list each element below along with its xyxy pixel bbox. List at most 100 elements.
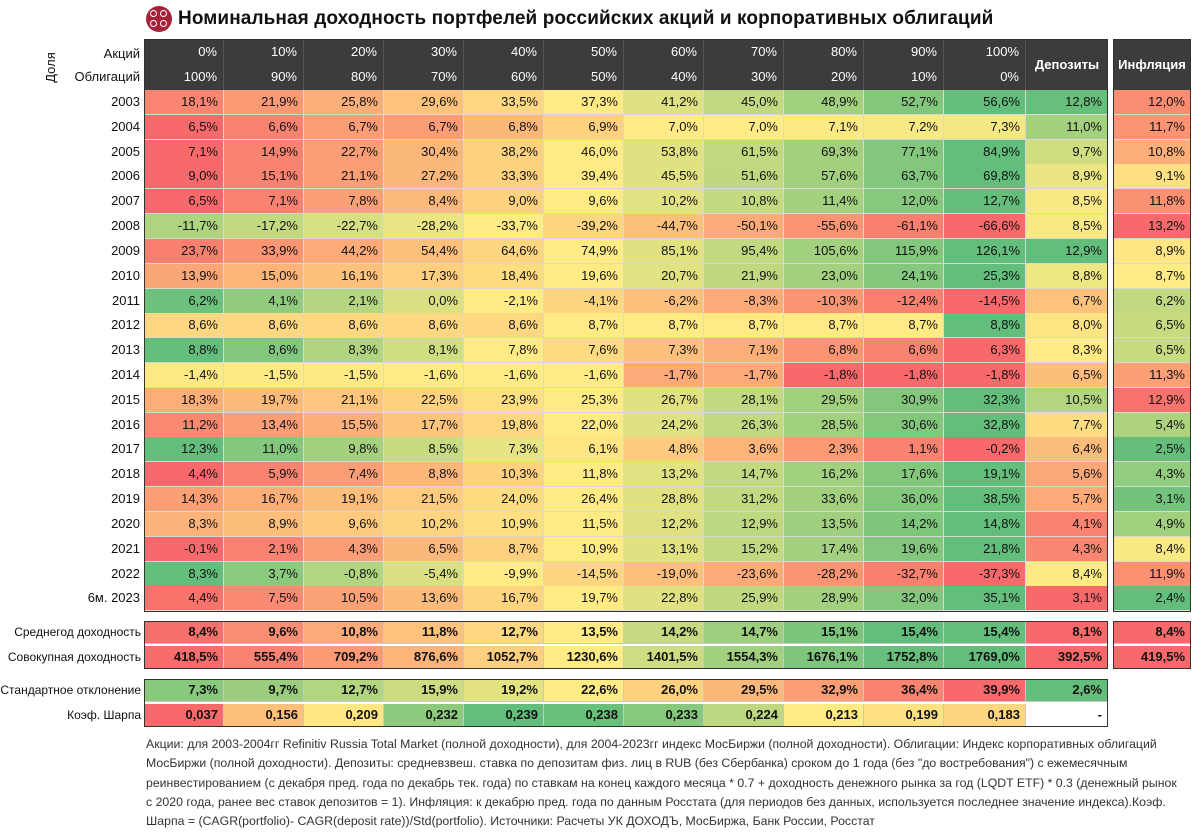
return-cell: 21,5% <box>384 487 464 513</box>
summary-cell: 0,232 <box>384 704 464 727</box>
return-cell: -12,4% <box>864 288 944 314</box>
return-cell: -2,1% <box>464 288 544 314</box>
summary-cell: 26,0% <box>624 679 704 702</box>
return-cell: 23,0% <box>784 263 864 289</box>
return-cell: -28,2% <box>384 214 464 240</box>
return-cell: 6,5% <box>144 114 224 140</box>
return-cell: 6,2% <box>144 288 224 314</box>
return-cell: 32,0% <box>864 586 944 612</box>
year-label: 2012 <box>111 317 140 333</box>
return-cell: 126,1% <box>944 238 1026 264</box>
return-cell: 63,7% <box>864 164 944 190</box>
return-cell: 2,3% <box>784 437 864 463</box>
return-cell: 2,1% <box>224 536 304 562</box>
summary-inflation-cell: 8,4% <box>1113 621 1191 644</box>
year-label: 2006 <box>111 168 140 184</box>
return-cell: -1,5% <box>224 363 304 389</box>
return-cell: 4,4% <box>144 462 224 488</box>
return-cell: 8,7% <box>464 536 544 562</box>
return-cell: 37,3% <box>544 90 624 115</box>
return-cell: 25,3% <box>944 263 1026 289</box>
return-cell: 13,2% <box>624 462 704 488</box>
return-cell: 10,3% <box>464 462 544 488</box>
return-cell: 8,6% <box>224 313 304 339</box>
deposit-cell: 6,4% <box>1026 437 1108 463</box>
summary-label: Коэф. Шарпа <box>67 708 141 722</box>
year-label: 2010 <box>111 267 140 283</box>
return-cell: 13,5% <box>784 511 864 537</box>
return-cell: 21,8% <box>944 536 1026 562</box>
return-cell: 20,7% <box>624 263 704 289</box>
year-label: 6м. 2023 <box>87 590 140 606</box>
summary-cell: 15,1% <box>784 621 864 644</box>
return-cell: 9,0% <box>144 164 224 190</box>
return-cell: -14,5% <box>944 288 1026 314</box>
deposit-cell: 7,7% <box>1026 412 1108 438</box>
summary-deposit-cell: 392,5% <box>1026 646 1108 669</box>
return-cell: 14,2% <box>864 511 944 537</box>
summary-cell: 0,233 <box>624 704 704 727</box>
return-cell: 12,7% <box>944 189 1026 215</box>
return-cell: 7,1% <box>704 338 784 364</box>
return-cell: -1,8% <box>944 363 1026 389</box>
deposit-cell: 8,9% <box>1026 164 1108 190</box>
stocks-share-label: Акций <box>103 46 140 61</box>
return-cell: 15,1% <box>224 164 304 190</box>
return-cell: 0,0% <box>384 288 464 314</box>
deposit-cell: 8,5% <box>1026 189 1108 215</box>
return-cell: 8,8% <box>944 313 1026 339</box>
return-cell: 12,0% <box>864 189 944 215</box>
return-cell: 4,8% <box>624 437 704 463</box>
deposit-cell: 5,7% <box>1026 487 1108 513</box>
return-cell: 2,1% <box>304 288 384 314</box>
return-cell: 26,4% <box>544 487 624 513</box>
return-cell: -50,1% <box>704 214 784 240</box>
summary-cell: 19,2% <box>464 679 544 702</box>
summary-cell: 0,238 <box>544 704 624 727</box>
return-cell: 7,1% <box>784 114 864 140</box>
return-cell: 7,3% <box>464 437 544 463</box>
summary-cell: 39,9% <box>944 679 1026 702</box>
header-stocks-pct: 80% <box>784 39 864 65</box>
inflation-cell: 8,7% <box>1113 263 1191 289</box>
return-cell: 38,2% <box>464 139 544 165</box>
deposit-cell: 9,7% <box>1026 139 1108 165</box>
summary-cell: 11,8% <box>384 621 464 644</box>
return-cell: 29,6% <box>384 90 464 115</box>
header-bonds-pct: 0% <box>944 64 1026 90</box>
return-cell: -11,7% <box>144 214 224 240</box>
return-cell: 21,9% <box>704 263 784 289</box>
return-cell: 4,1% <box>224 288 304 314</box>
return-cell: 14,9% <box>224 139 304 165</box>
return-cell: 10,9% <box>544 536 624 562</box>
return-cell: 16,7% <box>464 586 544 612</box>
return-cell: 15,5% <box>304 412 384 438</box>
return-cell: 25,9% <box>704 586 784 612</box>
header-stocks-pct: 90% <box>864 39 944 65</box>
return-cell: 30,4% <box>384 139 464 165</box>
header-bonds-pct: 90% <box>224 64 304 90</box>
deposit-cell: 8,0% <box>1026 313 1108 339</box>
year-label: 2020 <box>111 515 140 531</box>
return-cell: -61,1% <box>864 214 944 240</box>
return-cell: 11,4% <box>784 189 864 215</box>
return-cell: 105,6% <box>784 238 864 264</box>
return-cell: 95,4% <box>704 238 784 264</box>
year-label: 2015 <box>111 391 140 407</box>
return-cell: 17,3% <box>384 263 464 289</box>
return-cell: 33,6% <box>784 487 864 513</box>
return-cell: 8,7% <box>784 313 864 339</box>
summary-cell: 1752,8% <box>864 646 944 669</box>
summary-cell: 555,4% <box>224 646 304 669</box>
header-stocks-pct: 30% <box>384 39 464 65</box>
inflation-cell: 2,4% <box>1113 586 1191 612</box>
summary-cell: 709,2% <box>304 646 384 669</box>
return-cell: 9,6% <box>304 511 384 537</box>
return-cell: 10,9% <box>464 511 544 537</box>
return-cell: 13,9% <box>144 263 224 289</box>
return-cell: 14,7% <box>704 462 784 488</box>
summary-cell: 0,224 <box>704 704 784 727</box>
summary-cell: 0,213 <box>784 704 864 727</box>
header-deposits: Депозиты <box>1026 39 1108 90</box>
return-cell: 10,5% <box>304 586 384 612</box>
